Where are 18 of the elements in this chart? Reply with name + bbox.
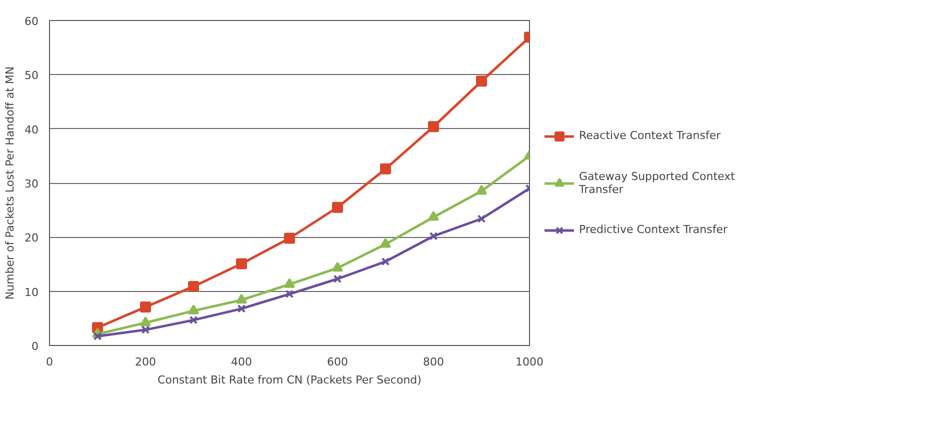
y-tick-label: 40 xyxy=(24,123,39,136)
legend-label: Gateway Supported Context Transfer xyxy=(579,170,735,196)
x-tick-label: 600 xyxy=(327,356,348,368)
y-axis-title: Number of Packets Lost Per Handoff at MN xyxy=(4,66,17,300)
legend-label: Predictive Context Transfer xyxy=(579,223,728,236)
y-tick-label: 60 xyxy=(24,15,39,28)
x-tick-label: 200 xyxy=(135,356,156,368)
x-tick-label: 1000 xyxy=(516,356,544,368)
x-axis-title: Constant Bit Rate from CN (Packets Per Second) xyxy=(158,374,422,386)
y-tick-label: 10 xyxy=(24,286,39,299)
y-tick-label: 30 xyxy=(24,178,39,190)
y-tick-label: 50 xyxy=(24,69,39,82)
y-tick-label: 0 xyxy=(32,340,38,353)
x-tick-label: 800 xyxy=(423,356,444,368)
y-tick-label: 20 xyxy=(24,232,39,245)
x-tick-label: 400 xyxy=(231,356,252,368)
x-tick-label: 0 xyxy=(46,356,53,368)
legend-label: Reactive Context Transfer xyxy=(579,129,721,142)
